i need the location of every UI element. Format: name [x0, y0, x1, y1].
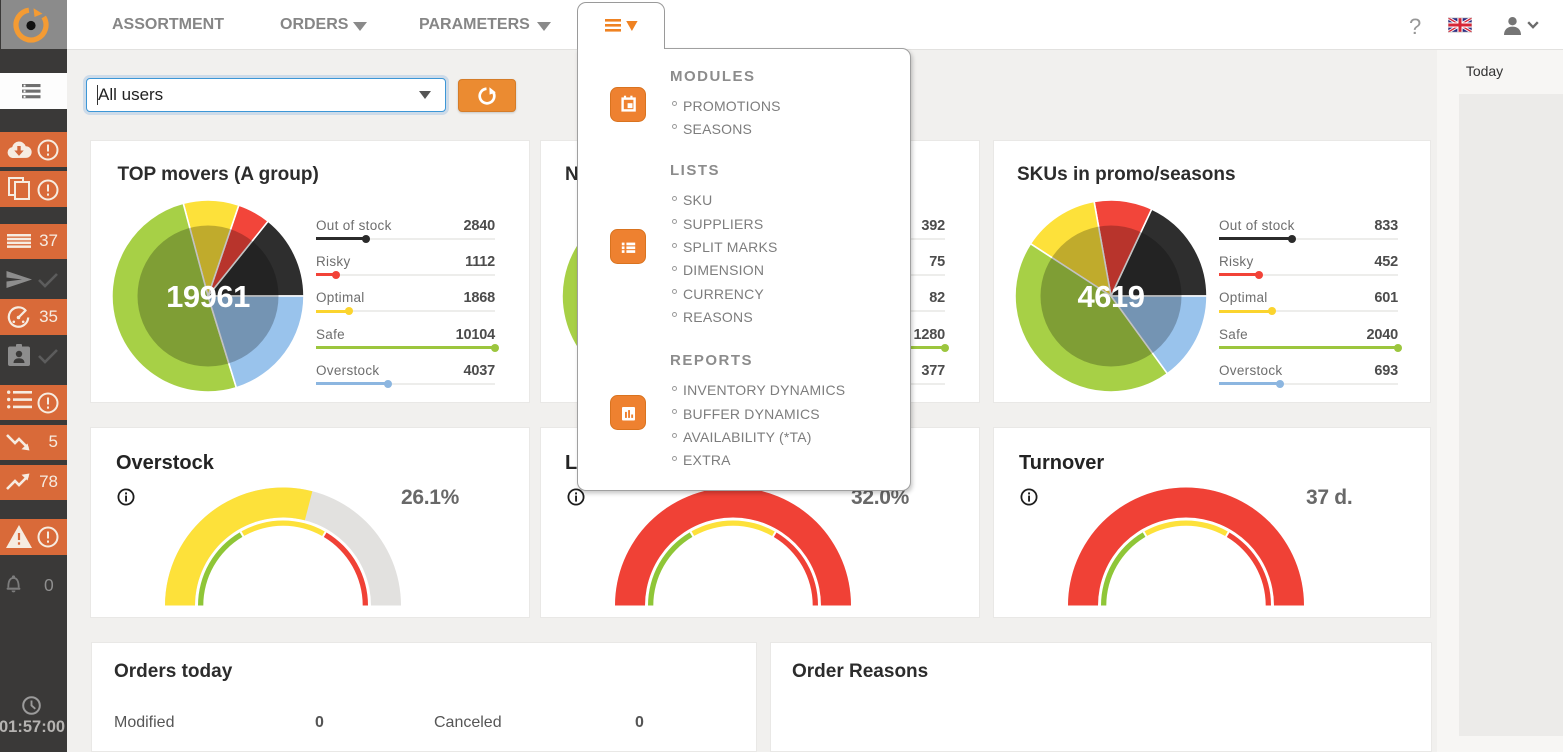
svg-text:4619: 4619: [1077, 279, 1144, 314]
svg-text:19961: 19961: [166, 279, 250, 314]
